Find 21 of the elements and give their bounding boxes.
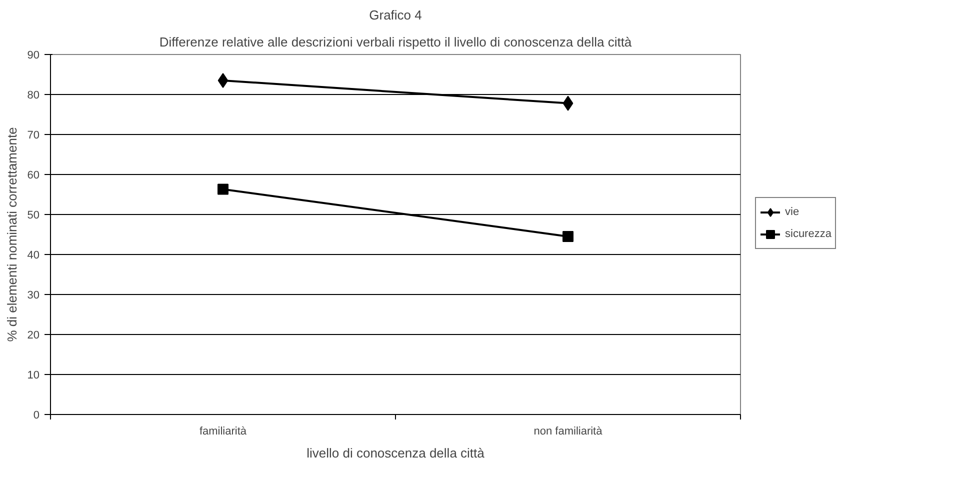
y-tick-label: 10 — [27, 370, 40, 382]
y-tick-label: 40 — [27, 250, 40, 262]
point — [218, 73, 228, 88]
legend-label: sicurezza — [785, 228, 832, 240]
y-tick-label: 90 — [27, 50, 40, 62]
chart-title: Grafico 4 — [369, 8, 422, 22]
x-tick-label: non familiarità — [534, 426, 604, 438]
point — [218, 184, 228, 195]
y-tick-label: 60 — [27, 170, 40, 182]
y-tick-label: 50 — [27, 210, 40, 222]
point — [562, 231, 574, 242]
y-tick-label: 30 — [27, 290, 40, 302]
y-tick-label: 70 — [27, 130, 40, 142]
y-axis-title: % di elementi nominati correttamente — [4, 127, 20, 342]
x-axis-title: livello di conoscenza della città — [306, 446, 486, 460]
y-tick-label: 80 — [27, 90, 40, 102]
legend-label: vie — [785, 206, 800, 218]
y-tick-label: 0 — [33, 410, 40, 422]
y-tick-label: 20 — [27, 330, 40, 342]
x-tick-label: familiarità — [199, 426, 248, 438]
chart-subtitle: Differenze relative alle descrizioni verbali rispetto il livello di conoscenza della città — [159, 34, 632, 50]
